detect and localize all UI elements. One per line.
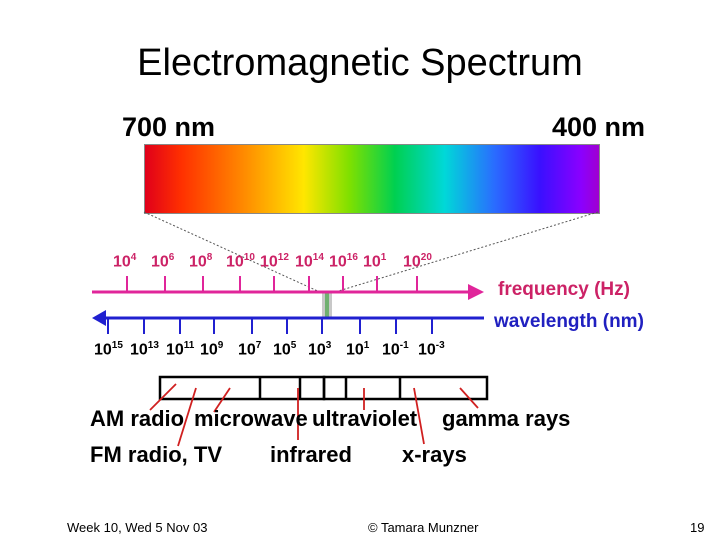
- frequency-tick-label: 1012: [260, 252, 289, 271]
- visible-spectrum-bar: [144, 144, 600, 214]
- pointer-fm-radio: [177, 387, 197, 447]
- wavelength-tick-exponent: 5: [290, 340, 297, 351]
- frequency-tick-exponent: 16: [346, 252, 358, 263]
- frequency-tick-label: 1014: [295, 252, 324, 271]
- wavelength-tick-base: 10: [130, 341, 148, 359]
- slide-title: Electromagnetic Spectrum: [137, 42, 583, 84]
- frequency-tick-label: 1016: [329, 252, 358, 271]
- region-am-radio: AM radio: [90, 406, 185, 431]
- wavelength-tick-base: 10: [346, 341, 364, 359]
- wavelength-axis: [92, 310, 484, 334]
- region-ultraviolet: ultraviolet: [312, 406, 418, 431]
- region-pointers: [149, 383, 479, 447]
- wavelength-700nm-label: 700 nm: [122, 112, 216, 142]
- frequency-tick-exponent: 20: [420, 252, 432, 263]
- region-infrared: infrared: [270, 442, 352, 467]
- wavelength-tick-exponent: 15: [111, 340, 123, 351]
- wavelength-tick-label: 1013: [130, 340, 159, 359]
- frequency-tick-base: 10: [363, 253, 381, 271]
- frequency-tick-base: 10: [329, 253, 347, 271]
- frequency-tick-label: 101: [363, 252, 386, 271]
- pointer-gamma-rays: [459, 387, 479, 409]
- frequency-tick-exponent: 12: [277, 252, 289, 263]
- wavelength-tick-exponent: 3: [325, 340, 332, 351]
- wavelength-tick-label: 101: [346, 340, 369, 359]
- frequency-tick-exponent: 1: [380, 252, 387, 263]
- frequency-tick-base: 10: [189, 253, 207, 271]
- wavelength-tick-base: 10: [94, 341, 112, 359]
- frequency-tick-label: 1020: [403, 252, 432, 271]
- frequency-tick-exponent: 14: [312, 252, 324, 263]
- footer-page-number: 19: [690, 520, 705, 535]
- wavelength-tick-base: 10: [382, 341, 400, 359]
- wavelength-tick-label: 109: [200, 340, 223, 359]
- footer-author: © Tamara Munzner: [368, 520, 479, 535]
- wavelength-tick-exponent: -3: [435, 340, 445, 351]
- wavelength-tick-label: 1015: [94, 340, 123, 359]
- pointer-microwave: [213, 387, 231, 413]
- wavelength-tick-base: 10: [418, 341, 436, 359]
- wavelength-tick-base: 10: [166, 341, 184, 359]
- wavelength-tick-base: 10: [273, 341, 291, 359]
- region-box-2: [322, 375, 489, 401]
- region-fm-radio-tv: FM radio, TV: [90, 442, 222, 467]
- frequency-tick-exponent: 6: [168, 252, 175, 263]
- wavelength-tick-label: 103: [308, 340, 331, 359]
- frequency-tick-exponent: 8: [206, 252, 213, 263]
- wavelength-tick-base: 10: [200, 341, 218, 359]
- frequency-axis-name: frequency (Hz): [498, 279, 630, 300]
- region-microwave: microwave: [194, 406, 308, 431]
- wavelength-tick-exponent: 1: [363, 340, 370, 351]
- wavelength-tick-base: 10: [238, 341, 256, 359]
- region-gamma-rays: gamma rays: [442, 406, 571, 431]
- frequency-tick-base: 10: [260, 253, 278, 271]
- wavelength-tick-label: 1011: [166, 340, 194, 359]
- wavelength-400nm-label: 400 nm: [552, 112, 646, 142]
- wavelength-tick-label: 10-3: [418, 340, 445, 359]
- frequency-tick-base: 10: [295, 253, 313, 271]
- visible-band-core: [325, 293, 329, 317]
- frequency-tick-base: 10: [226, 253, 244, 271]
- wavelength-tick-label: 105: [273, 340, 296, 359]
- frequency-tick-base: 10: [113, 253, 131, 271]
- wavelength-tick-label: 10-1: [382, 340, 409, 359]
- frequency-tick-base: 10: [151, 253, 169, 271]
- wavelength-tick-exponent: -1: [399, 340, 409, 351]
- frequency-tick-label: 1010: [226, 252, 255, 271]
- wavelength-tick-exponent: 7: [255, 340, 262, 351]
- wavelength-tick-exponent: 9: [217, 340, 224, 351]
- frequency-tick-label: 106: [151, 252, 174, 271]
- frequency-axis: [92, 276, 484, 300]
- frequency-tick-base: 10: [403, 253, 421, 271]
- frequency-tick-exponent: 10: [243, 252, 255, 263]
- pointer-x-rays: [413, 387, 425, 445]
- frequency-tick-exponent: 4: [130, 252, 137, 263]
- pointer-am-radio: [149, 383, 177, 411]
- wavelength-tick-exponent: 13: [147, 340, 159, 351]
- wavelength-tick-base: 10: [308, 341, 326, 359]
- frequency-tick-label: 108: [189, 252, 212, 271]
- wavelength-tick-exponent: 11: [183, 340, 195, 351]
- wavelength-tick-label: 107: [238, 340, 261, 359]
- region-x-rays: x-rays: [402, 442, 467, 467]
- frequency-tick-label: 104: [113, 252, 136, 271]
- footer-date: Week 10, Wed 5 Nov 03: [67, 520, 208, 535]
- zoom-line-left: [143, 211, 323, 294]
- region-boxes: [158, 375, 489, 401]
- wavelength-axis-name: wavelength (nm): [494, 311, 644, 332]
